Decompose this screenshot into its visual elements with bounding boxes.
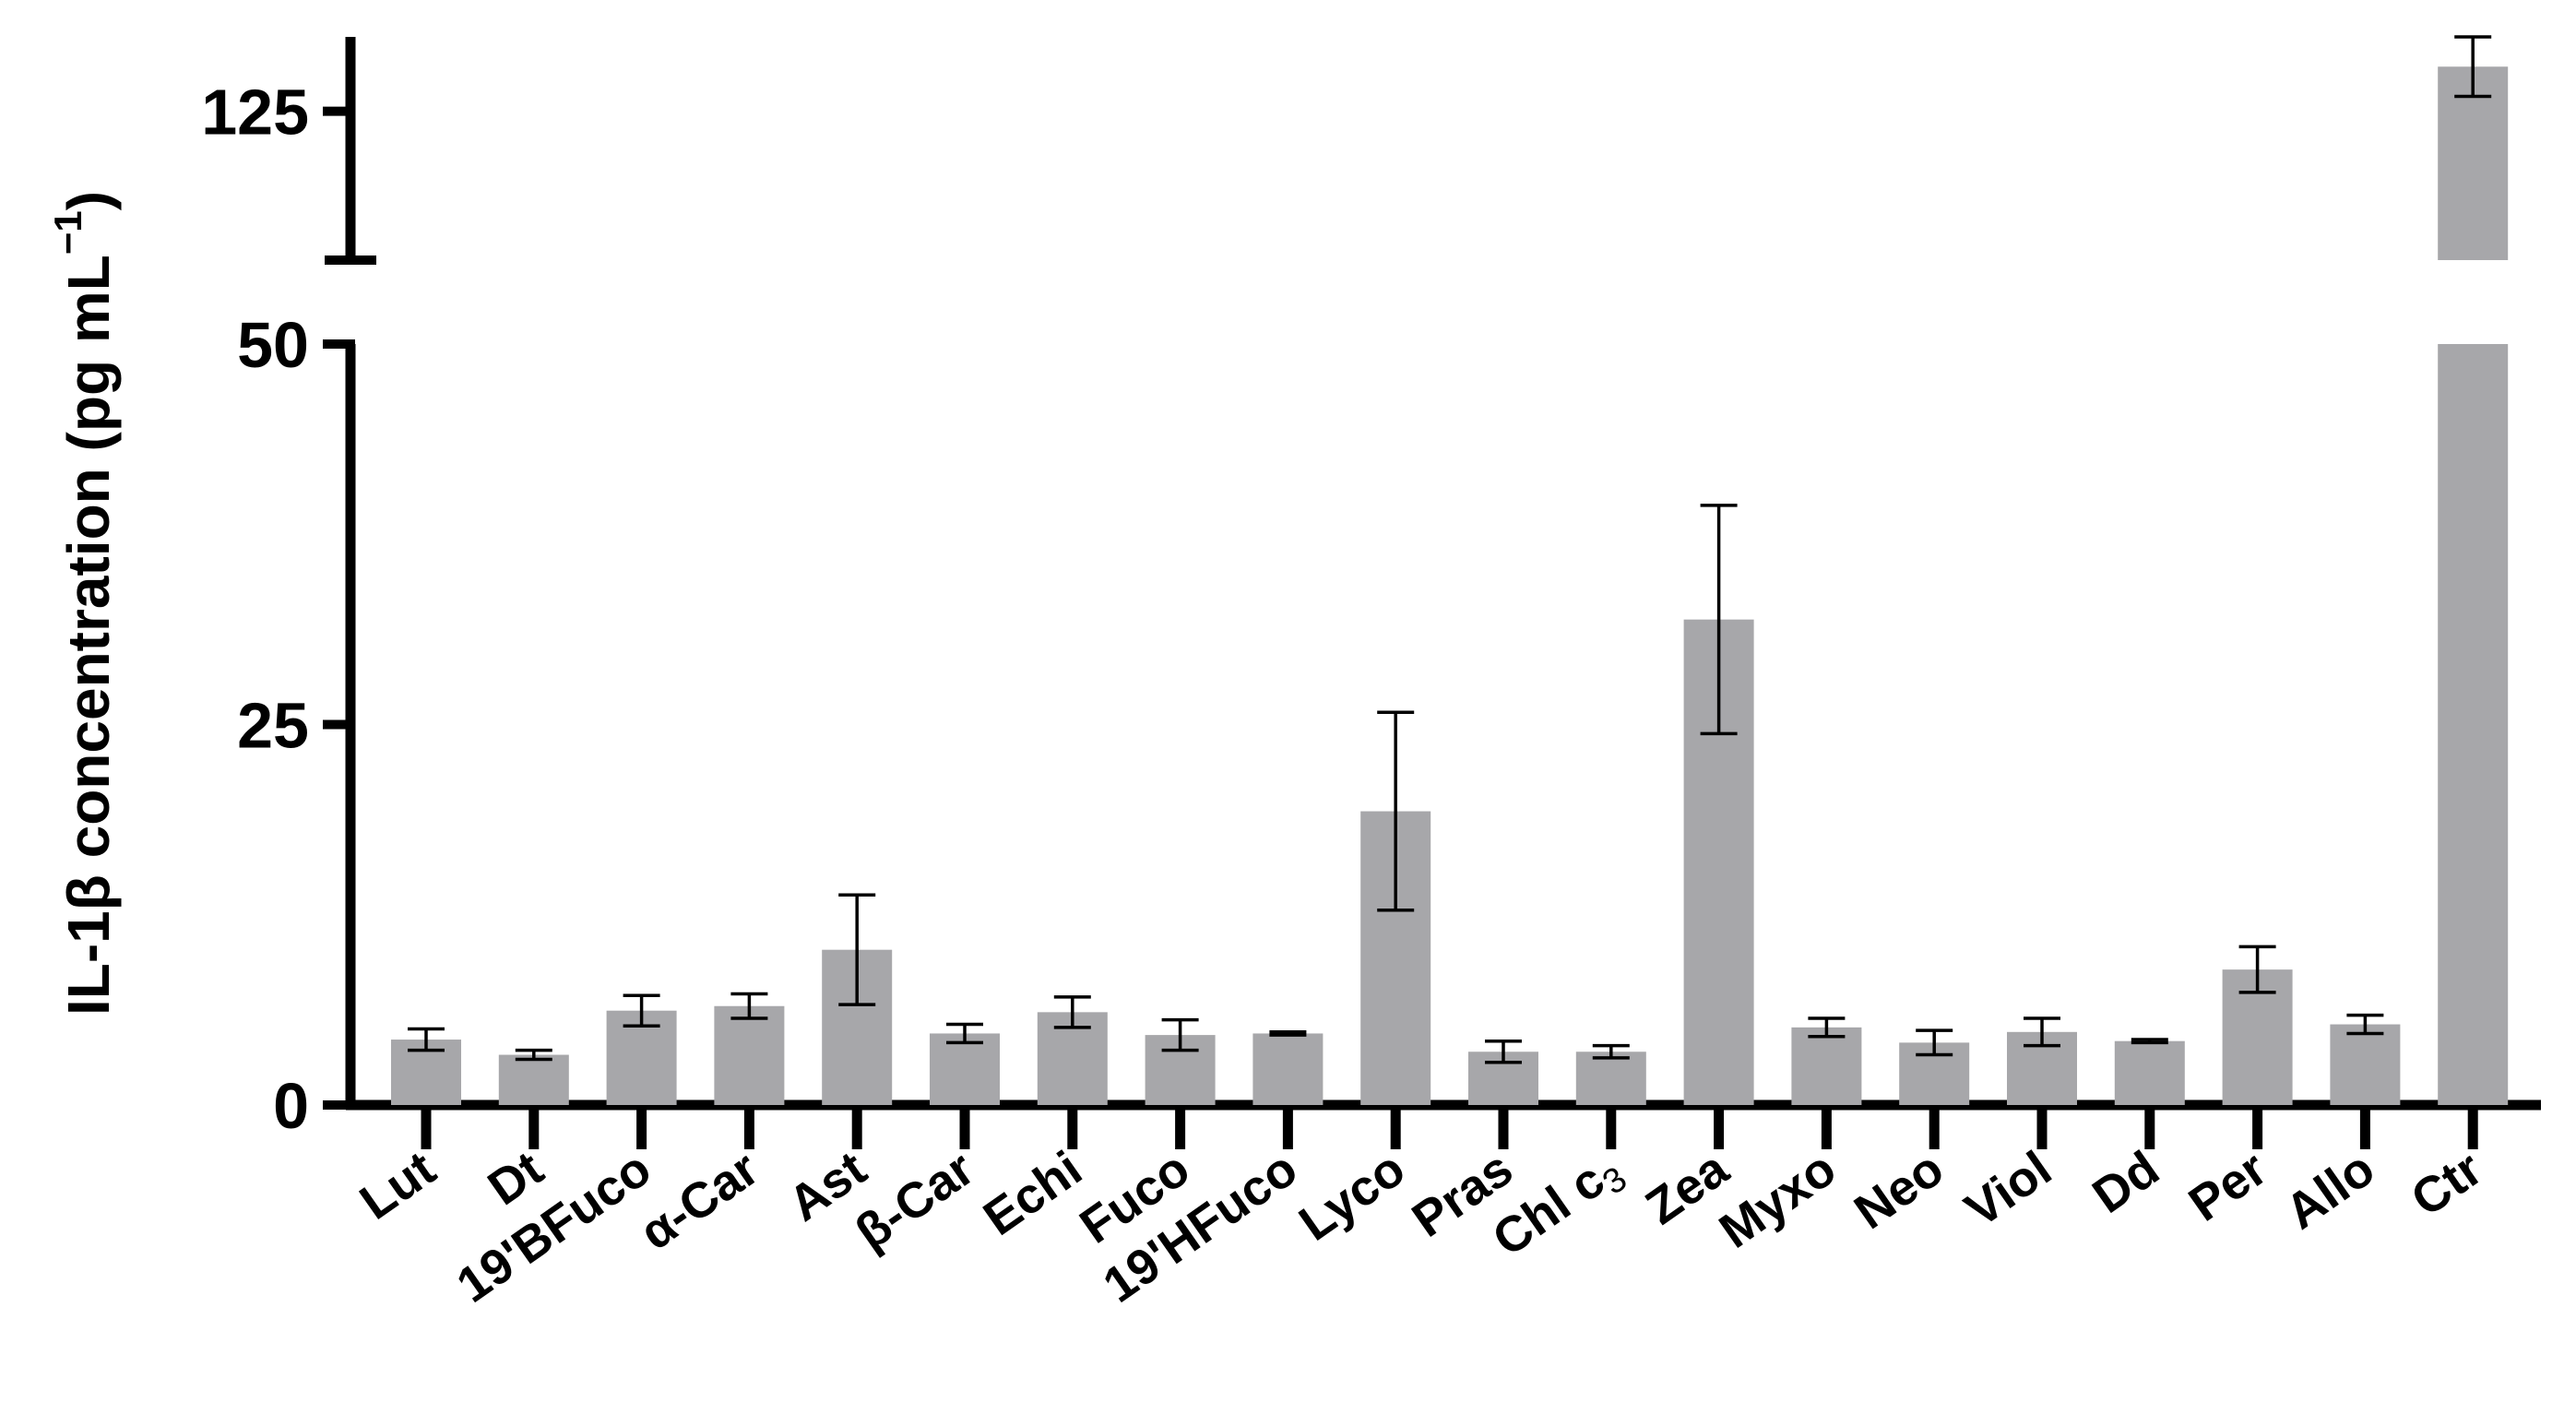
category-label: Myxo — [1710, 1141, 1846, 1259]
bar-lower-part — [2438, 344, 2509, 1105]
bar — [1575, 1052, 1646, 1105]
category-label: Dd — [2083, 1141, 2168, 1224]
category-label: Lut — [350, 1141, 445, 1230]
category-label: 19'BFuco — [447, 1141, 661, 1313]
category-label: Allo — [2275, 1141, 2384, 1241]
bar — [930, 1033, 1000, 1105]
category-label: Ctr — [2402, 1141, 2492, 1228]
bar — [1252, 1033, 1324, 1105]
bar — [2330, 1024, 2401, 1105]
bar — [1791, 1027, 1862, 1105]
y-tick-label: 50 — [237, 309, 309, 381]
category-label: Neo — [1845, 1141, 1953, 1241]
y-axis-title-superscript: −1 — [46, 210, 89, 255]
category-label: Lyco — [1289, 1141, 1415, 1252]
bar — [498, 1054, 569, 1105]
y-axis-title-close: ) — [55, 191, 122, 210]
y-tick-label: 0 — [273, 1070, 309, 1142]
bar — [2114, 1040, 2185, 1105]
category-label: Chl c3 — [1483, 1141, 1634, 1273]
category-label: Per — [2179, 1141, 2277, 1232]
category-label: Viol — [1955, 1141, 2061, 1238]
error-bars — [408, 35, 2492, 1064]
category-label: α-Car — [630, 1141, 768, 1261]
bars — [391, 66, 2509, 1105]
y-axis-title-main: IL-1β concentration (pg mL — [55, 255, 122, 1016]
bar-upper-part — [2438, 66, 2509, 261]
category-label: Echi — [974, 1141, 1092, 1247]
y-tick-label: 125 — [201, 77, 309, 149]
category-label: β-Car — [846, 1141, 984, 1261]
y-tick-label: 25 — [237, 690, 309, 762]
axes: 0 25 50 125 — [201, 37, 2541, 1149]
subscript: 3 — [1596, 1159, 1633, 1203]
y-axis-title: IL-1β concentration (pg mL−1) — [46, 191, 122, 1016]
bar — [714, 1005, 785, 1105]
